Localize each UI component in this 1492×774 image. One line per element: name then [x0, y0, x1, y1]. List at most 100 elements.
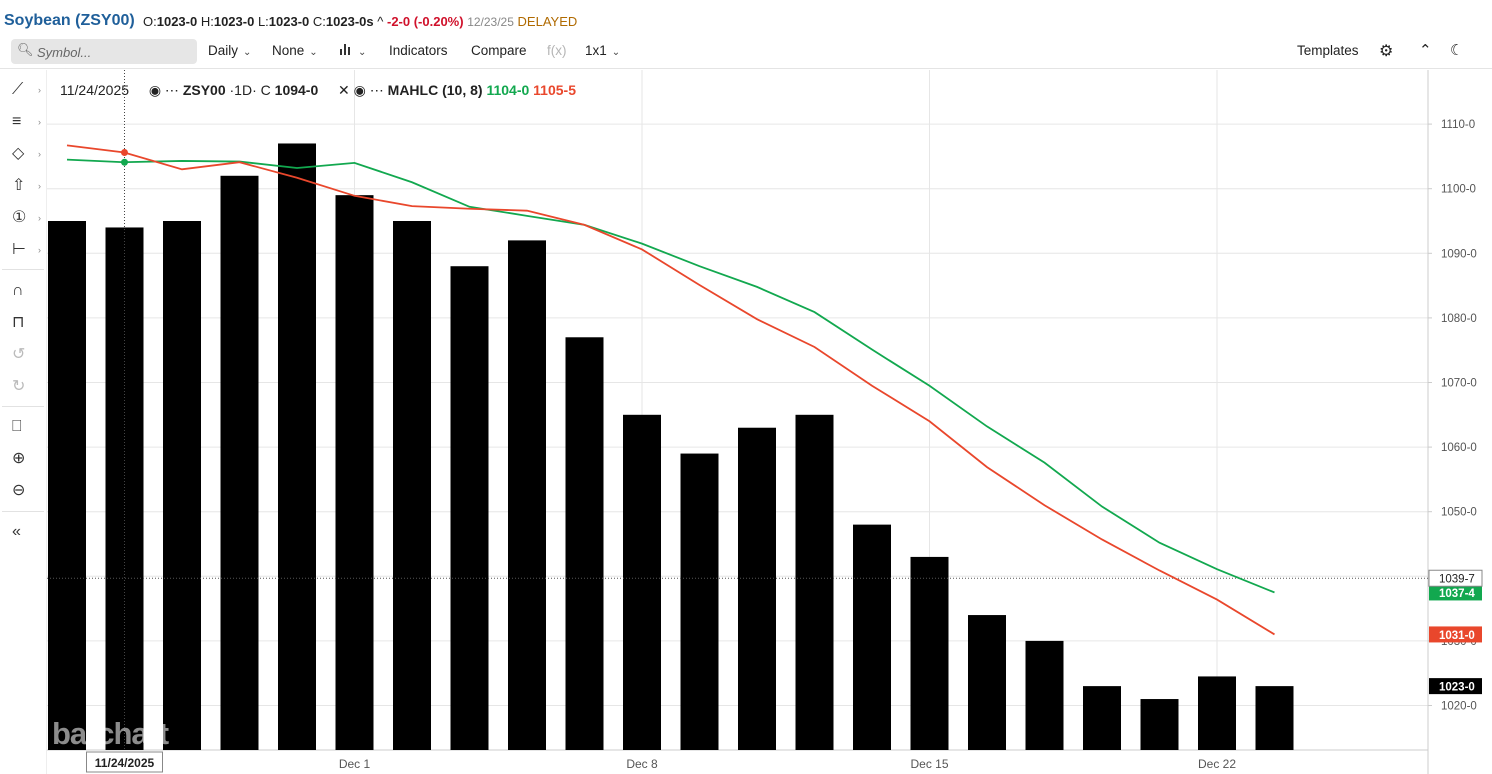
chevron-right-icon: ›	[38, 181, 41, 191]
trash-icon[interactable]: ⎕	[12, 418, 22, 435]
collapse-left-icon[interactable]: «	[12, 523, 21, 540]
function-button[interactable]: f(x)	[547, 43, 567, 58]
legend-ma-low: 1105-5	[533, 82, 576, 98]
header: Soybean (ZSY00) O:1023-0 H:1023-0 L:1023…	[0, 0, 1492, 40]
redo-icon[interactable]: ↻	[12, 378, 26, 395]
bar	[565, 337, 604, 750]
y-tick-label: 1090-0	[1441, 248, 1477, 260]
gear-icon[interactable]: ⚙︎	[1379, 43, 1394, 60]
bar	[738, 427, 776, 750]
dark-mode-icon[interactable]: ☾	[1450, 42, 1464, 59]
chevron-right-icon: ›	[38, 245, 41, 255]
trend-line-icon[interactable]: ⟋ ›	[12, 77, 41, 103]
bar	[1198, 676, 1236, 750]
symbol-search[interactable]: 🔍︎	[11, 39, 197, 64]
divider	[2, 269, 44, 270]
open-value: 1023-0	[156, 14, 198, 29]
indicators-button[interactable]: Indicators	[389, 43, 448, 58]
y-tick-label: 1110-0	[1441, 119, 1475, 131]
close-label: C:	[312, 14, 326, 29]
crosshair-price-label: 1039-7	[1439, 574, 1475, 586]
layout-dropdown[interactable]: 1x1 ⌄	[585, 43, 620, 58]
open-label: O:	[143, 14, 157, 29]
x-tick-label: Dec 15	[910, 757, 948, 771]
bar	[220, 175, 259, 750]
bar	[508, 240, 546, 750]
fibonacci-icon[interactable]: ≡ ›	[12, 109, 41, 135]
arrow-up-icon[interactable]: ⇧ ›	[12, 173, 41, 199]
x-tick-label: Dec 1	[339, 757, 371, 771]
undo-icon[interactable]: ↺	[12, 346, 26, 363]
legend-ma-high: 1104-0	[486, 82, 530, 98]
magnet-icon[interactable]: ∩	[12, 282, 24, 299]
high-value: 1023-0	[213, 14, 255, 29]
overlay-label: None	[272, 43, 305, 58]
price-badge-label: 1023-0	[1439, 682, 1475, 694]
drawing-toolbar: ⟋ › ≡ › ◇ › ⇧ › ① › ⊢ › ∩ ⊓ ↺ ↻ ⎕ ⊕ ⊖ «	[0, 70, 47, 774]
price-badge	[1429, 626, 1482, 643]
low-value: 1023-0	[268, 14, 310, 29]
low-label: L:	[257, 14, 269, 29]
measure-icon[interactable]: ⊢ ›	[12, 237, 41, 263]
chevron-right-icon: ›	[38, 213, 41, 223]
price-badge	[1429, 584, 1482, 601]
period-label: Daily	[208, 43, 239, 58]
ma-high-crosshair-dot	[121, 158, 128, 166]
legend-indicator: MAHLC (10, 8)	[387, 82, 483, 98]
zoom-out-icon[interactable]: ⊖	[12, 482, 26, 499]
more-icon[interactable]: ⋯	[369, 82, 384, 98]
more-icon[interactable]: ⋯	[164, 82, 179, 98]
price-badge-label: 1037-4	[1439, 588, 1475, 600]
chevron-down-icon: ⌄	[611, 47, 621, 58]
legend-date: 11/24/2025	[60, 82, 130, 98]
search-icon: 🔍︎	[17, 42, 34, 57]
ma-low-line	[66, 144, 1275, 636]
bar	[163, 221, 201, 750]
eye-icon[interactable]: ◉	[148, 82, 162, 98]
legend-interval: ·1D·	[229, 82, 257, 98]
symbol-title[interactable]: Soybean (ZSY00)	[4, 12, 135, 29]
bar	[968, 615, 1006, 750]
barchart-watermark: barchart	[52, 716, 169, 751]
shapes-icon[interactable]: ◇ ›	[12, 141, 41, 167]
eye-icon[interactable]: ◉	[353, 82, 366, 98]
y-tick-label: 1070-0	[1441, 378, 1477, 390]
y-tick-label: 1100-0	[1441, 184, 1476, 196]
quote-date: 12/23/25	[467, 15, 514, 29]
unlock-icon[interactable]: ⊓	[12, 314, 25, 331]
chevron-right-icon: ›	[38, 85, 41, 95]
bar	[1255, 686, 1294, 750]
overlay-dropdown[interactable]: None ⌄	[272, 43, 318, 58]
chevron-right-icon: ›	[38, 117, 41, 127]
x-tick-label: Dec 8	[626, 757, 658, 771]
change-value: -2-0 (-0.20%)	[386, 14, 464, 29]
close-value: 1023-0s	[325, 14, 374, 29]
crosshair-date-label: 11/24/2025	[95, 756, 155, 770]
templates-button[interactable]: Templates	[1297, 43, 1359, 58]
bar	[48, 221, 86, 750]
price-badge-label: 1031-0	[1439, 630, 1475, 642]
crosshair-price-box	[1428, 569, 1483, 587]
legend-close-value: 1094-0	[274, 82, 319, 98]
chevron-down-icon: ⌄	[309, 47, 318, 58]
bar-chart-icon	[340, 44, 350, 55]
chevron-down-icon: ⌄	[358, 47, 367, 58]
y-tick-label: 1060-0	[1441, 442, 1477, 454]
zoom-in-icon[interactable]: ⊕	[12, 450, 26, 467]
bar	[1025, 640, 1064, 750]
collapse-up-icon[interactable]: ⌃	[1419, 42, 1432, 59]
chart-toolbar: 🔍︎ Daily ⌄ None ⌄ ⌄ Indicators Compare f(x…	[0, 38, 1492, 69]
close-icon[interactable]: ✕	[338, 82, 350, 98]
y-tick-label: 1020-0	[1441, 701, 1477, 713]
y-tick-label: 1050-0	[1441, 507, 1477, 519]
annotation-icon[interactable]: ① ›	[12, 205, 41, 231]
symbol-search-input[interactable]	[35, 42, 189, 62]
bar	[450, 266, 489, 750]
chevron-right-icon: ›	[38, 149, 41, 159]
chart-legend: 11/24/2025 ◉ ⋯ ZSY00 ·1D· C 1094-0 ✕ ◉ ⋯…	[60, 82, 576, 99]
compare-button[interactable]: Compare	[471, 43, 527, 58]
chart-type-dropdown[interactable]: ⌄	[339, 43, 366, 58]
period-dropdown[interactable]: Daily ⌄	[208, 43, 251, 58]
bar	[1083, 686, 1121, 750]
